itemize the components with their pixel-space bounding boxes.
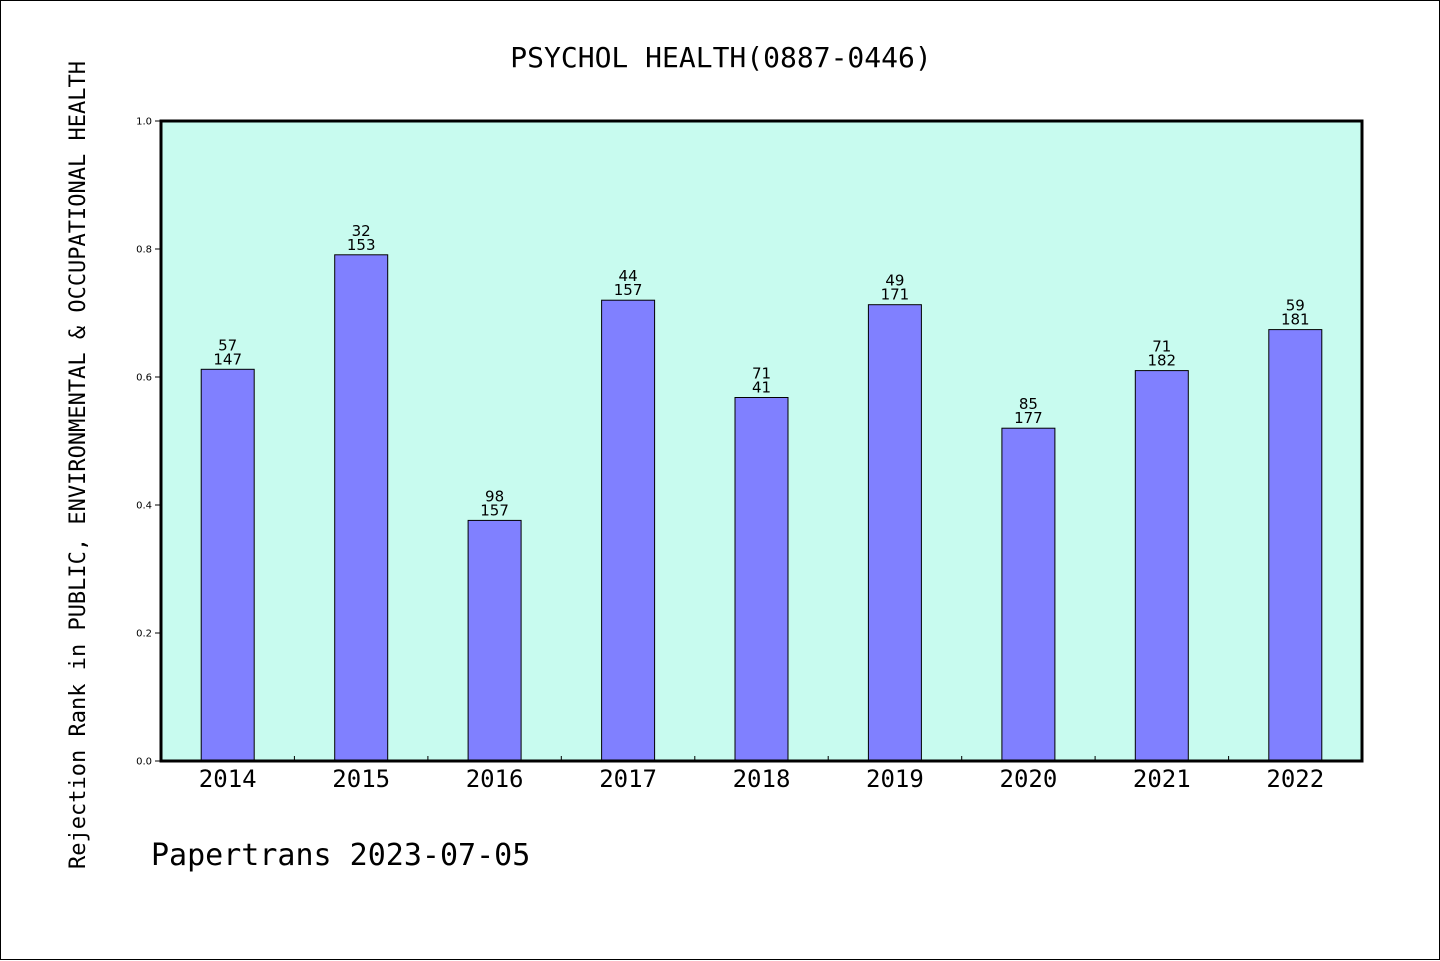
y-tick-label-0.6: 0.6 [136, 373, 152, 384]
x-tick-label-2019: 2019 [866, 765, 924, 793]
data-label-bottom-2018: 41 [752, 379, 771, 397]
data-label-bottom-2014: 147 [213, 350, 242, 368]
bar-2017 [601, 299, 656, 762]
x-tick-label-2021: 2021 [1133, 765, 1191, 793]
data-label-bottom-2019: 171 [881, 286, 910, 304]
chart-title: PSYCHOL HEALTH(0887-0446) [510, 41, 931, 74]
data-label-top-2020: 85 [1019, 395, 1038, 413]
labels-layer: 5714720143215320159815720164415720177141… [136, 117, 1324, 794]
data-label-top-2016: 98 [485, 487, 504, 505]
data-label-top-2015: 32 [352, 222, 371, 240]
bar-2022 [1268, 329, 1323, 762]
data-label-top-2018: 71 [752, 365, 771, 383]
data-label-top-2022: 59 [1286, 297, 1305, 315]
footer-text: Papertrans 2023-07-05 [151, 838, 530, 873]
x-tick-label-2022: 2022 [1266, 765, 1324, 793]
data-label-bottom-2016: 157 [480, 501, 509, 519]
bar-2015 [334, 254, 389, 762]
x-tick-label-2016: 2016 [466, 765, 524, 793]
data-label-bottom-2017: 157 [614, 281, 643, 299]
bar-2020 [1001, 427, 1056, 762]
data-label-bottom-2022: 181 [1281, 311, 1310, 329]
bar-2018 [734, 397, 789, 762]
data-label-top-2021: 71 [1152, 338, 1171, 356]
plot-frame [159, 119, 1364, 763]
data-label-bottom-2021: 182 [1147, 352, 1176, 370]
y-tick-label-0.4: 0.4 [136, 501, 152, 512]
x-tick-label-2015: 2015 [332, 765, 390, 793]
data-label-bottom-2020: 177 [1014, 409, 1043, 427]
y-tick-label-1.0: 1.0 [136, 117, 152, 128]
bar-2021 [1134, 370, 1189, 762]
data-label-top-2014: 57 [218, 336, 237, 354]
y-axis-label: Rejection Rank in PUBLIC, ENVIRONMENTAL … [66, 61, 91, 869]
x-tick-label-2020: 2020 [1000, 765, 1058, 793]
y-tick-label-0.2: 0.2 [136, 629, 152, 640]
data-label-bottom-2015: 153 [347, 236, 376, 254]
bar-2016 [467, 519, 522, 762]
x-tick-label-2017: 2017 [599, 765, 657, 793]
bars-layer [200, 254, 1323, 762]
bar-2019 [867, 304, 922, 762]
data-label-top-2019: 49 [885, 272, 904, 290]
y-tick-label-0.0: 0.0 [136, 757, 152, 768]
data-label-top-2017: 44 [619, 267, 638, 285]
x-tick-label-2018: 2018 [733, 765, 791, 793]
bar-2014 [200, 368, 255, 762]
y-tick-label-0.8: 0.8 [136, 245, 152, 256]
x-tick-label-2014: 2014 [199, 765, 257, 793]
